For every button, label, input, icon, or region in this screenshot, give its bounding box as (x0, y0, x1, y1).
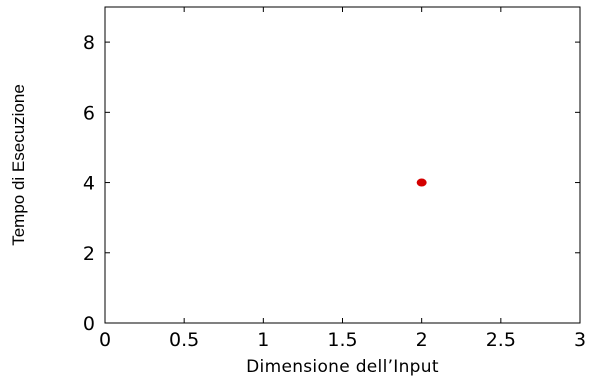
y-axis-title: Tempo di Esecuzione (9, 84, 28, 246)
y-tick-label: 8 (83, 32, 95, 54)
x-axis-title: Dimensione dell’Input (246, 357, 439, 377)
x-tick-label: 0 (99, 329, 111, 351)
x-tick-labels: 0 0.5 1 1.5 2 2.5 3 (99, 329, 586, 351)
y-tick-label: 0 (83, 313, 95, 335)
y-tick-label: 4 (83, 173, 95, 195)
tick-marks (104, 7, 581, 324)
y-tick-label: 2 (83, 243, 95, 265)
x-tick-label: 1.5 (327, 329, 357, 351)
x-tick-label: 2.5 (486, 329, 516, 351)
x-tick-label: 3 (574, 329, 586, 351)
x-tick-label: 0.5 (169, 329, 199, 351)
y-tick-labels: 0 2 4 6 8 (83, 32, 95, 335)
x-tick-label: 1 (257, 329, 269, 351)
x-tick-label: 2 (416, 329, 428, 351)
data-points (416, 178, 427, 187)
y-tick-label: 6 (83, 102, 95, 124)
data-point (416, 178, 427, 187)
plot-frame (104, 6, 581, 324)
